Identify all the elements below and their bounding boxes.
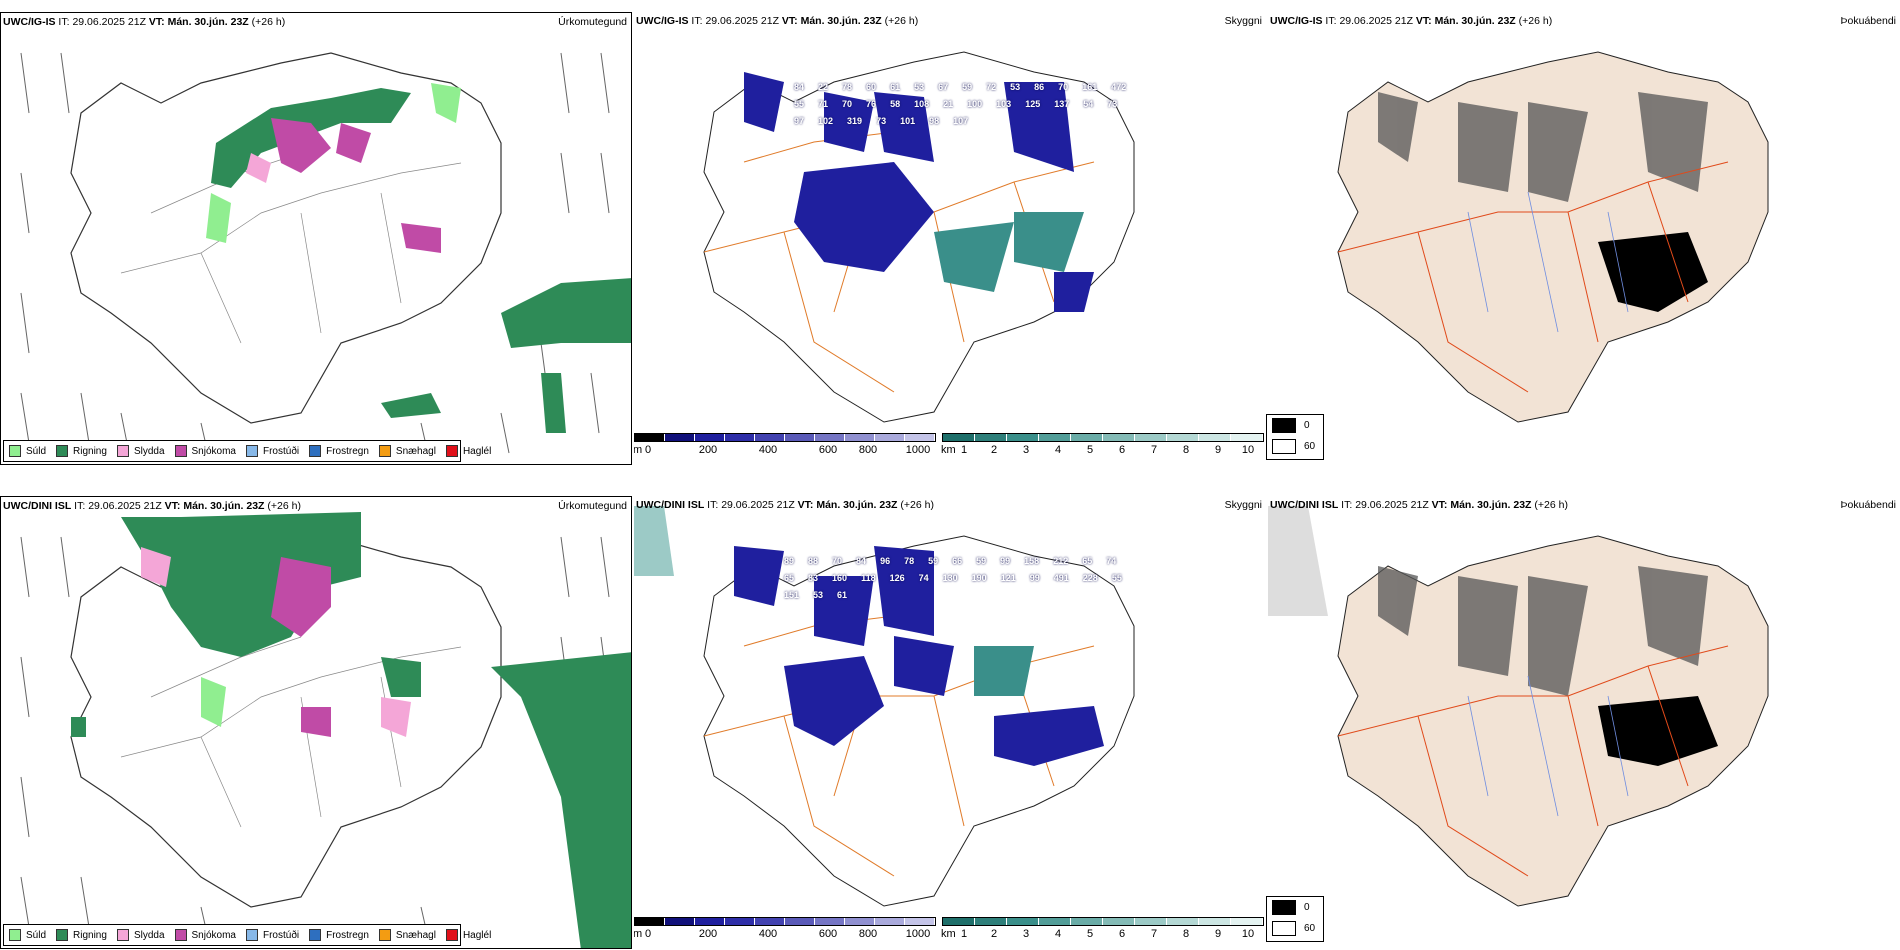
road-network xyxy=(120,152,462,344)
precip-map-row1 xyxy=(20,52,631,459)
legend-item-snaehagl: Snæhagl xyxy=(378,445,436,457)
legend-swatch xyxy=(9,445,21,457)
legend-item-snaehagl: Snæhagl xyxy=(378,929,436,941)
cloud-panel-row2: UWC/DINI ISL IT: 29.06.2025 21Z VT: Mán.… xyxy=(634,496,1266,949)
legend-swatch xyxy=(378,445,391,457)
iceland-outline xyxy=(70,536,502,908)
legend-swatch xyxy=(445,929,458,941)
legend-item-snjokoma: Snjókoma xyxy=(174,445,236,457)
low-cloud-areas xyxy=(734,546,1104,766)
panel-title-cloud: Skyggni xyxy=(1224,499,1262,511)
cloud-panel-row1: UWC/IG-IS IT: 29.06.2025 21Z VT: Mán. 30… xyxy=(634,12,1266,465)
panel-title-fog: Þokuábendi xyxy=(1840,15,1896,27)
header-row2-fog: UWC/DINI ISL IT: 29.06.2025 21Z VT: Mán.… xyxy=(1270,499,1568,511)
header-row1: UWC/IG-IS IT: 29.06.2025 21Z VT: Mán. 30… xyxy=(3,16,286,28)
panel-title-fog: Þokuábendi xyxy=(1840,499,1896,511)
header-row2: UWC/DINI ISL IT: 29.06.2025 21Z VT: Mán.… xyxy=(3,500,301,512)
panel-title-precip: Úrkomutegund xyxy=(558,500,627,512)
legend-swatch xyxy=(378,929,391,941)
legend-swatch xyxy=(56,929,69,941)
legend-swatch xyxy=(309,445,322,457)
legend-swatch xyxy=(9,929,21,941)
fog-swatch-clear xyxy=(1272,921,1296,936)
iceland-outline xyxy=(70,52,502,424)
fog-dense xyxy=(1598,696,1718,766)
low-cloud-areas xyxy=(744,72,1094,312)
precip-legend: Súld Rigning Slydda Snjókoma Frostúði Fr… xyxy=(3,440,491,462)
fog-legend-row1: 0 60 xyxy=(1266,414,1324,460)
visibility-colorbar: 1 2 3 4 5 6 7 8 9 10 km xyxy=(941,433,1264,461)
precip-legend: Súld Rigning Slydda Snjókoma Frostúði Fr… xyxy=(3,924,491,946)
precip-areas xyxy=(71,512,631,948)
cloud-number-labels: 89 88 70 84 96 78 59 66 59 99 158 212 65 74 65 83 160 118… xyxy=(784,556,1122,600)
fog-shading xyxy=(1378,92,1708,202)
road-network xyxy=(1337,645,1729,877)
legend-swatch xyxy=(116,445,129,457)
legend-swatch xyxy=(245,929,258,941)
precip-panel-row1: UWC/IG-IS IT: 29.06.2025 21Z VT: Mán. 30… xyxy=(0,12,632,465)
panel-title-precip: Úrkomutegund xyxy=(558,16,627,28)
fog-panel-row2: UWC/DINI ISL IT: 29.06.2025 21Z VT: Mán.… xyxy=(1268,496,1900,949)
precip-areas xyxy=(206,83,631,433)
cloud-map-row2 xyxy=(634,506,1135,907)
legend-item-frostudi: Frostúði xyxy=(245,929,299,941)
fog-swatch-dense xyxy=(1272,418,1296,433)
legend-item-sulda: Súld xyxy=(9,445,46,457)
legend-item-frostregn: Frostregn xyxy=(309,445,369,457)
visibility-colorbar: 1 2 3 4 5 6 7 8 9 10 km xyxy=(941,917,1264,945)
legend-item-frostudi: Frostúði xyxy=(245,445,299,457)
cloudbase-colorbar: 0 200 400 600 800 1000 m xyxy=(634,917,936,945)
road-network xyxy=(120,636,462,828)
fog-swatch-clear xyxy=(1272,439,1296,454)
legend-item-haglel: Haglél xyxy=(445,445,491,457)
road-network xyxy=(1337,161,1729,393)
river-network xyxy=(1467,191,1629,333)
legend-swatch xyxy=(445,445,458,457)
legend-swatch xyxy=(56,445,69,457)
legend-item-frostregn: Frostregn xyxy=(309,929,369,941)
legend-swatch xyxy=(245,445,258,457)
legend-swatch xyxy=(174,929,187,941)
header-row1-fog: UWC/IG-IS IT: 29.06.2025 21Z VT: Mán. 30… xyxy=(1270,15,1553,27)
precip-map-row2 xyxy=(20,512,631,948)
header-row2-cloud: UWC/DINI ISL IT: 29.06.2025 21Z VT: Mán.… xyxy=(636,499,934,511)
river-network xyxy=(1467,675,1629,817)
fog-map-row2 xyxy=(1268,506,1769,907)
legend-item-haglel: Haglél xyxy=(445,929,491,941)
legend-item-sulda: Súld xyxy=(9,929,46,941)
header-row1-cloud: UWC/IG-IS IT: 29.06.2025 21Z VT: Mán. 30… xyxy=(636,15,919,27)
legend-item-slydda: Slydda xyxy=(116,445,165,457)
fog-shading xyxy=(1378,566,1708,696)
legend-swatch xyxy=(116,929,129,941)
cloud-number-labels: 84 22 78 60 61 53 67 59 72 53 86 70 161 472 55 71 70 76 58… xyxy=(794,82,1127,126)
panel-title-cloud: Skyggni xyxy=(1224,15,1262,27)
legend-item-rigning: Rigning xyxy=(56,445,107,457)
cloudbase-colorbar: 0 200 400 600 800 1000 m xyxy=(634,433,936,461)
legend-item-slydda: Slydda xyxy=(116,929,165,941)
cloud-map-row1 xyxy=(703,51,1135,423)
fog-dense xyxy=(1598,232,1708,312)
legend-item-rigning: Rigning xyxy=(56,929,107,941)
fog-legend-row2: 0 60 xyxy=(1266,896,1324,942)
precip-panel-row2: UWC/DINI ISL IT: 29.06.2025 21Z VT: Mán.… xyxy=(0,496,632,949)
fog-panel-row1: UWC/IG-IS IT: 29.06.2025 21Z VT: Mán. 30… xyxy=(1268,12,1900,465)
legend-item-snjokoma: Snjókoma xyxy=(174,929,236,941)
legend-swatch xyxy=(174,445,187,457)
fog-map-row1 xyxy=(1337,51,1769,423)
legend-swatch xyxy=(309,929,322,941)
fog-swatch-dense xyxy=(1272,900,1296,915)
